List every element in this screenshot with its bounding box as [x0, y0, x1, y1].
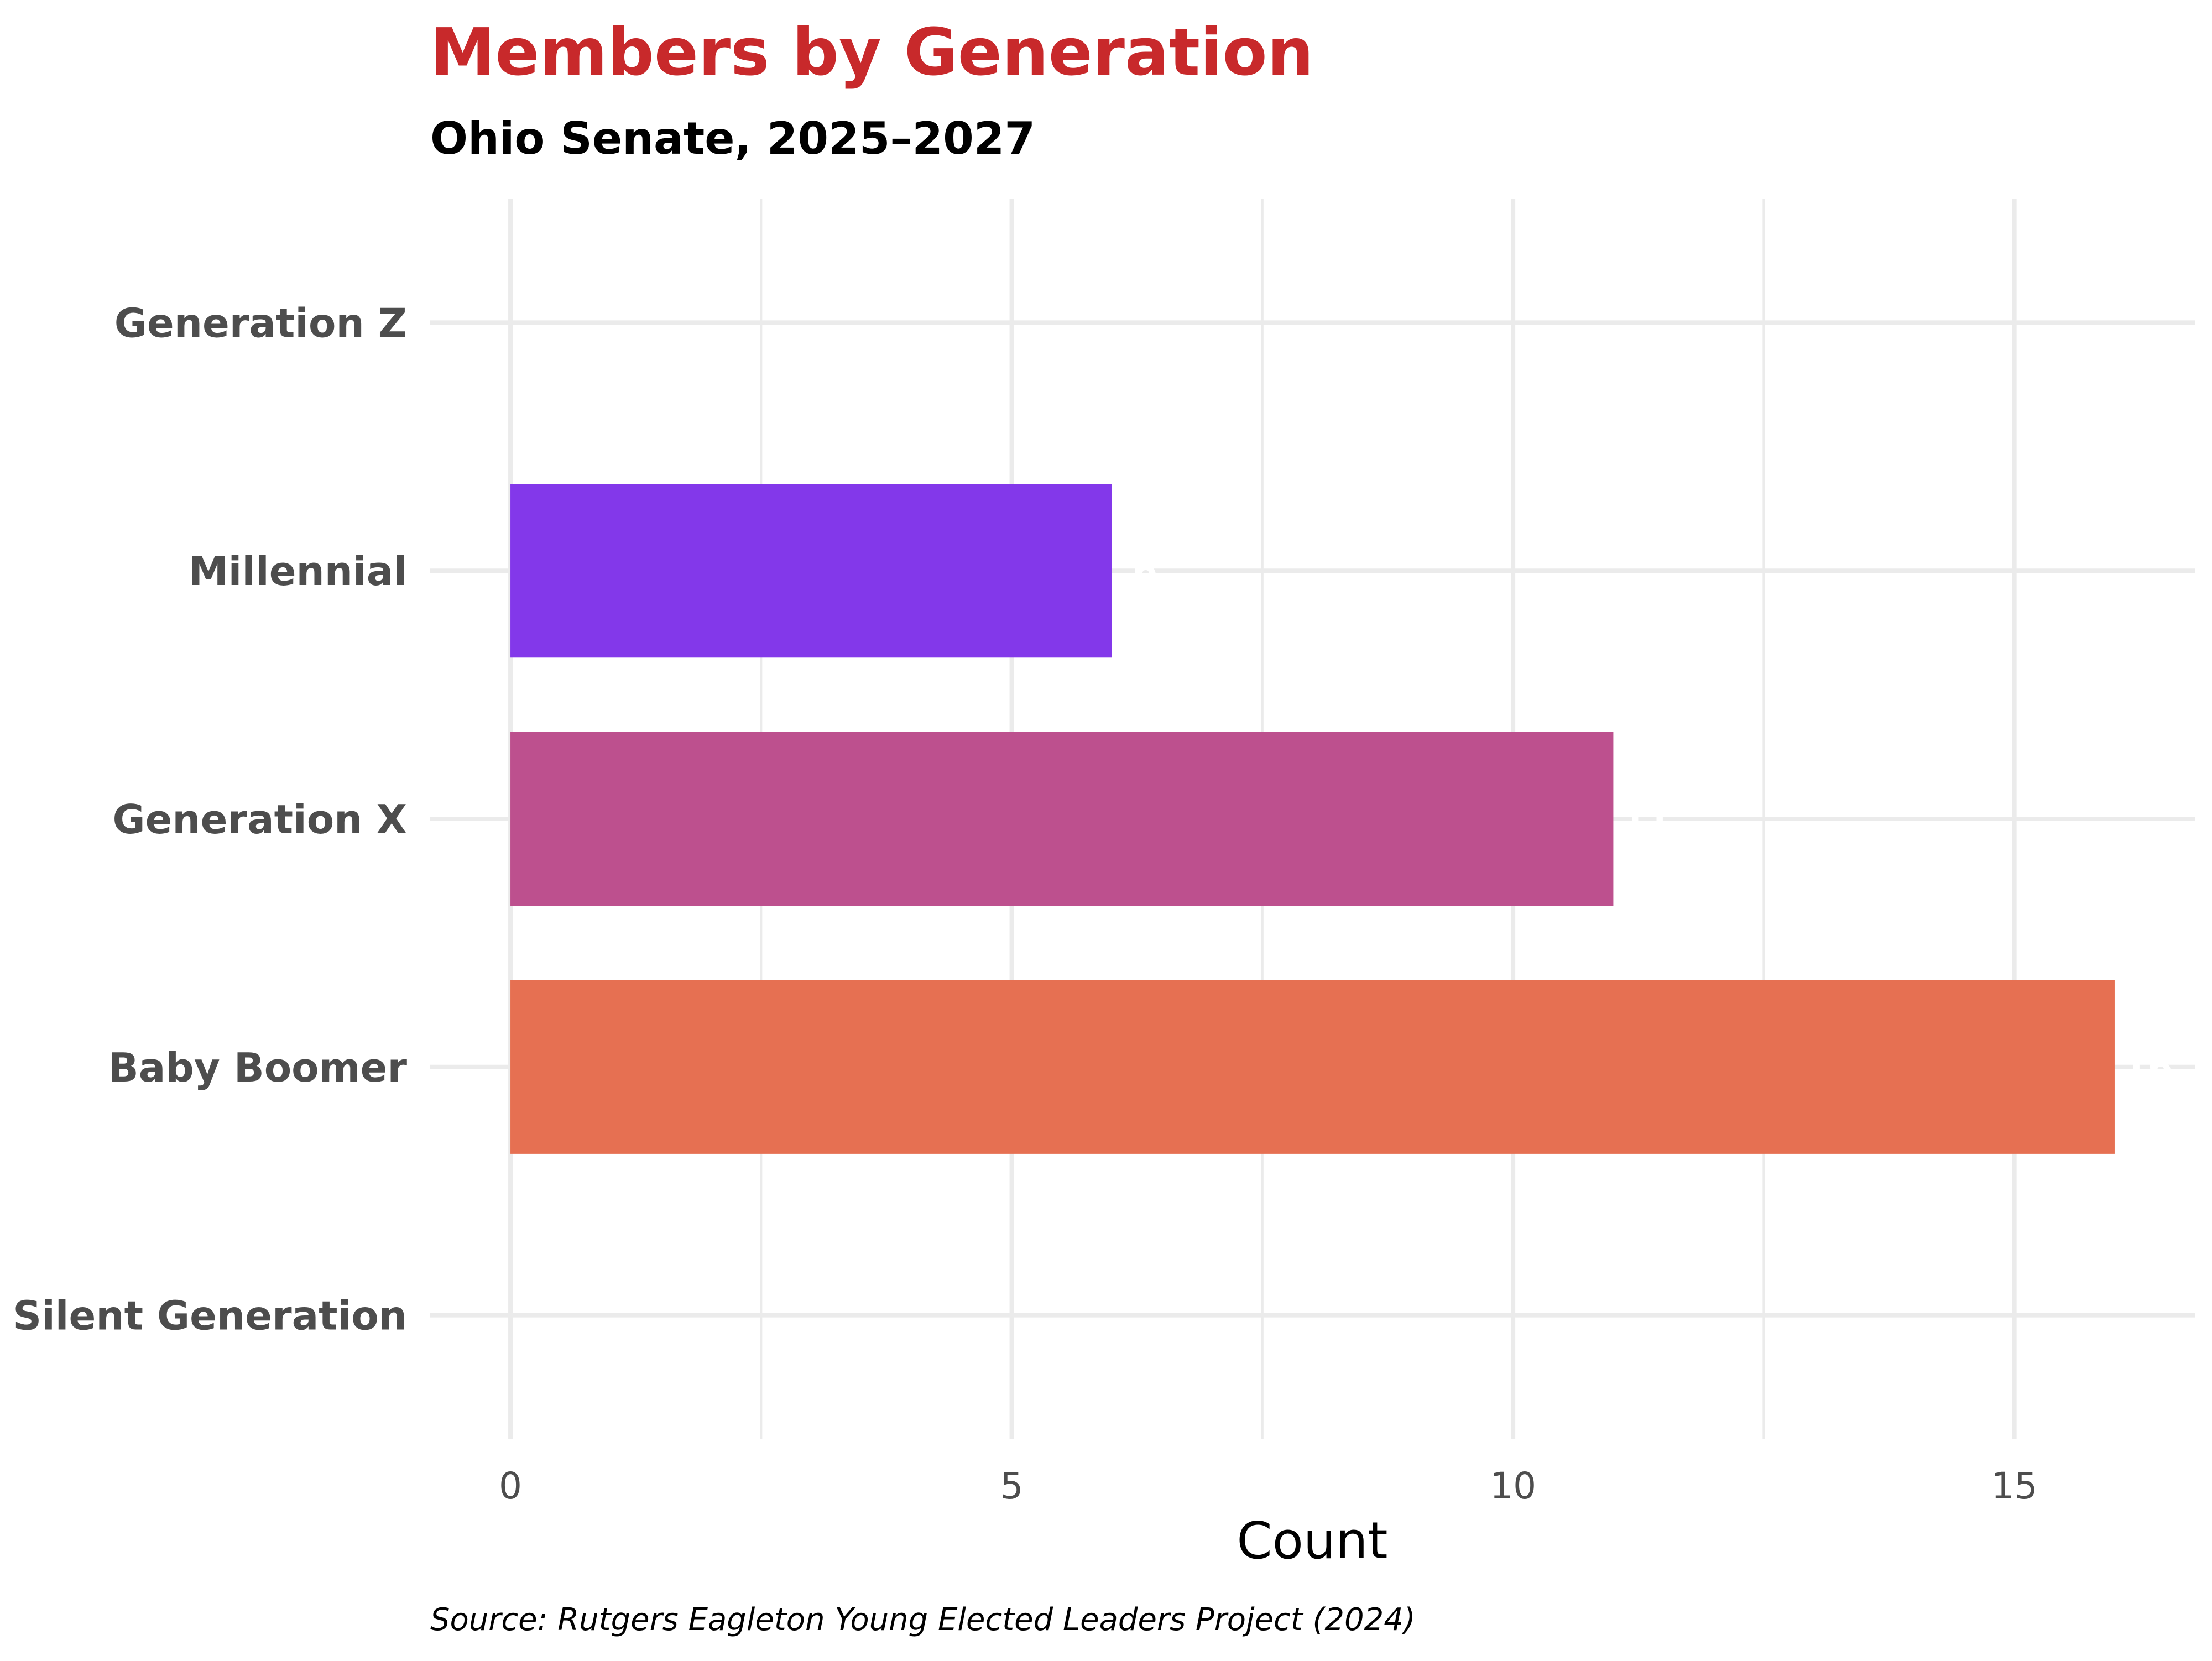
y-tick-label: Baby Boomer: [108, 1044, 408, 1091]
y-tick-label: Millennial: [189, 548, 407, 594]
x-tick-label: 15: [1991, 1465, 2038, 1507]
x-tick-label: 0: [499, 1465, 522, 1507]
x-axis-title: Count: [1237, 1511, 1387, 1570]
y-tick-label: Generation Z: [114, 300, 407, 346]
source-caption: Source: Rutgers Eagleton Young Elected L…: [430, 1602, 1416, 1638]
bar: [510, 484, 1112, 658]
chart-title: Members by Generation: [430, 14, 1314, 90]
y-axis-labels: Generation Z Millennial Generation X Baby B…: [13, 300, 407, 1339]
y-tick-label: Silent Generation: [13, 1293, 407, 1339]
bars: 6 11 16: [510, 484, 2172, 1154]
bar-value-label: 6: [1133, 551, 1158, 592]
x-tick-label: 10: [1490, 1465, 1536, 1507]
x-axis-ticks: 0 5 10 15: [499, 1465, 2038, 1507]
bar: [510, 732, 1614, 906]
y-tick-label: Generation X: [112, 796, 407, 843]
bar-value-label: 11: [1622, 799, 1671, 840]
x-tick-label: 5: [1000, 1465, 1024, 1507]
bar: [510, 980, 2115, 1154]
chart-subtitle: Ohio Senate, 2025–2027: [430, 113, 1035, 164]
bar-value-label: 16: [2123, 1047, 2172, 1088]
